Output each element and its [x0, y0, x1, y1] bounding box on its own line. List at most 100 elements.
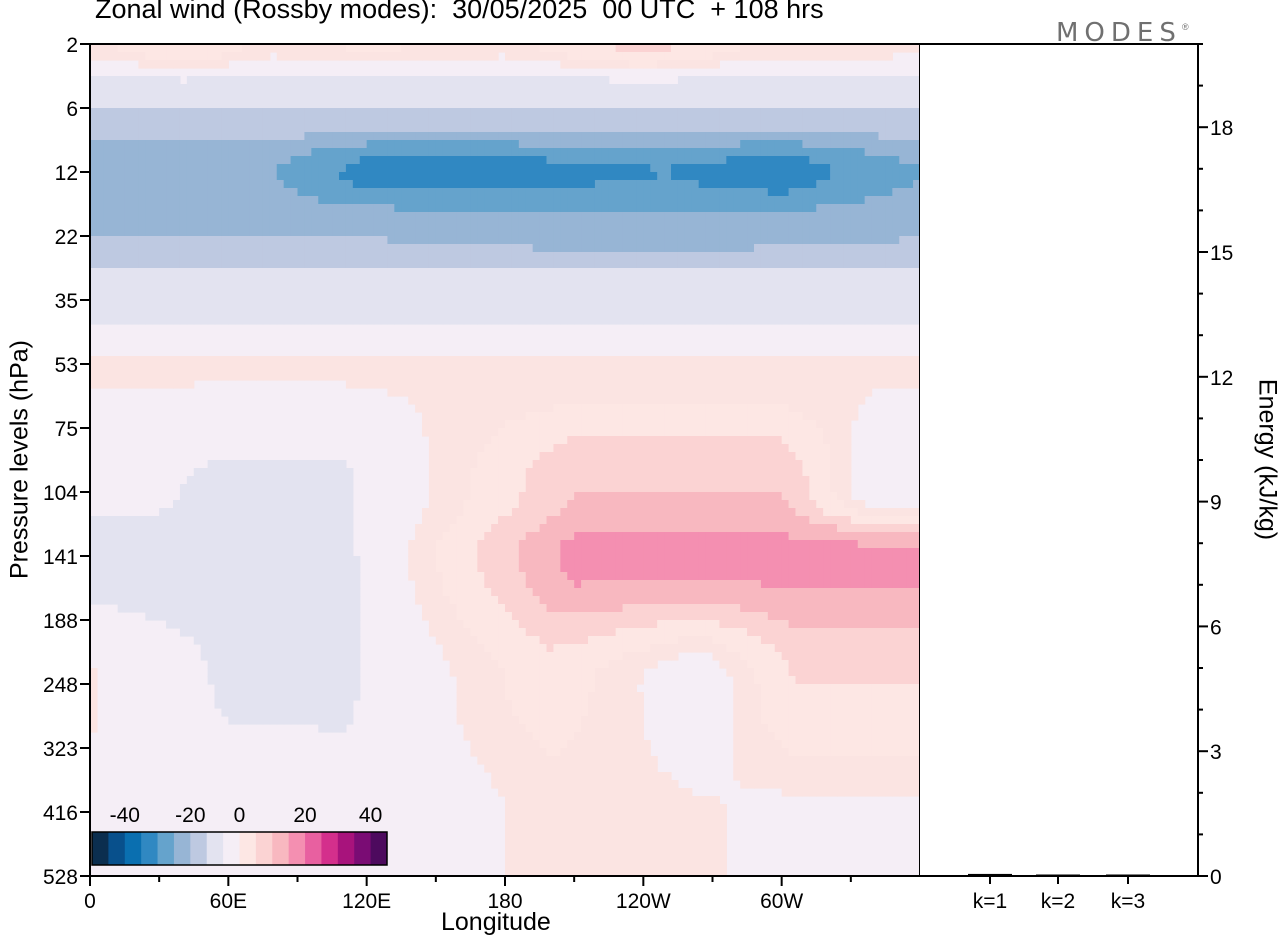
heatmap-cell: [726, 204, 734, 213]
heatmap-cell: [629, 180, 638, 189]
heatmap-cell: [677, 364, 686, 373]
heatmap-cell: [774, 252, 783, 261]
heatmap-cell: [823, 380, 831, 389]
heatmap-cell: [560, 236, 568, 245]
heatmap-cell: [200, 116, 209, 125]
heatmap-cell: [408, 196, 416, 205]
heatmap-cell: [532, 140, 541, 149]
heatmap-cell: [249, 188, 257, 197]
heatmap-cell: [885, 212, 893, 221]
heatmap-cell: [491, 76, 499, 85]
heatmap-cell: [242, 108, 250, 117]
heatmap-cell: [740, 228, 748, 237]
heatmap-cell: [435, 436, 444, 445]
heatmap-cell: [470, 292, 478, 301]
heatmap-cell: [221, 44, 229, 53]
heatmap-cell: [505, 244, 513, 253]
heatmap-cell: [719, 76, 727, 85]
heatmap-cell: [719, 44, 727, 53]
heatmap-cell: [684, 444, 693, 453]
heatmap-cell: [588, 372, 596, 381]
heatmap-cell: [726, 420, 734, 429]
heatmap-cell: [96, 172, 105, 181]
heatmap-cell: [726, 44, 734, 53]
heatmap-cell: [339, 364, 347, 373]
heatmap-cell: [186, 76, 195, 85]
heatmap-cell: [671, 196, 679, 205]
heatmap-cell: [491, 220, 499, 229]
heatmap-cell: [505, 308, 513, 317]
heatmap-cell: [754, 444, 762, 453]
heatmap-cell: [705, 428, 714, 437]
heatmap-cell: [795, 244, 804, 253]
heatmap-cell: [325, 252, 333, 261]
heatmap-cell: [677, 284, 686, 293]
heatmap-cell: [684, 308, 693, 317]
heatmap-cell: [830, 284, 838, 293]
heatmap-cell: [705, 372, 714, 381]
heatmap-cell: [560, 388, 568, 397]
heatmap-cell: [615, 52, 624, 61]
heatmap-cell: [131, 284, 140, 293]
heatmap-cell: [760, 228, 769, 237]
heatmap-cell: [498, 364, 506, 373]
heatmap-cell: [781, 356, 790, 365]
heatmap-cell: [677, 300, 686, 309]
heatmap-cell: [802, 220, 810, 229]
heatmap-cell: [671, 396, 679, 405]
heatmap-cell: [200, 260, 209, 269]
heatmap-cell: [477, 140, 485, 149]
heatmap-cell: [774, 284, 783, 293]
heatmap-cell: [843, 204, 852, 213]
heatmap-cell: [532, 180, 541, 189]
heatmap-cell: [387, 164, 395, 173]
heatmap-cell: [352, 108, 361, 117]
heatmap-cell: [477, 212, 485, 221]
heatmap-cell: [843, 44, 852, 53]
heatmap-cell: [518, 452, 527, 461]
heatmap-cell: [643, 372, 651, 381]
heatmap-cell: [622, 52, 631, 61]
heatmap-cell: [311, 156, 319, 165]
heatmap-cell: [318, 268, 326, 277]
heatmap-cell: [657, 372, 665, 381]
heatmap-cell: [435, 92, 444, 101]
heatmap-cell: [159, 92, 167, 101]
heatmap-cell: [788, 140, 797, 149]
heatmap-cell: [477, 228, 485, 237]
heatmap-cell: [574, 260, 582, 269]
heatmap-cell: [601, 44, 610, 53]
heatmap-cell: [214, 292, 223, 301]
heatmap-cell: [186, 148, 195, 157]
heatmap-cell: [290, 268, 299, 277]
heatmap-cell: [560, 452, 568, 461]
heatmap-cell: [401, 196, 409, 205]
heatmap-cell: [518, 260, 527, 269]
heatmap-cell: [871, 172, 880, 181]
heatmap-cell: [428, 140, 437, 149]
heatmap-cell: [629, 100, 638, 109]
heatmap-cell: [373, 44, 382, 53]
heatmap-cell: [588, 92, 596, 101]
heatmap-cell: [581, 92, 589, 101]
heatmap-cell: [850, 228, 859, 237]
heatmap-cell: [650, 44, 658, 53]
heatmap-cell: [636, 420, 644, 429]
heatmap-cell: [795, 140, 804, 149]
heatmap-cell: [684, 124, 693, 133]
heatmap-cell: [422, 356, 430, 365]
heatmap-cell: [110, 52, 119, 61]
heatmap-cell: [781, 372, 790, 381]
heatmap-cell: [283, 308, 292, 317]
heatmap-cell: [906, 228, 914, 237]
heatmap-cell: [913, 380, 920, 389]
heatmap-cell: [691, 60, 700, 69]
heatmap-cell: [594, 404, 603, 413]
heatmap-cell: [256, 188, 264, 197]
heatmap-cell: [193, 132, 202, 141]
heatmap-cell: [484, 292, 492, 301]
heatmap-cell: [435, 44, 444, 53]
heatmap-cell: [850, 188, 859, 197]
heatmap-cell: [463, 292, 472, 301]
heatmap-cell: [110, 156, 119, 165]
